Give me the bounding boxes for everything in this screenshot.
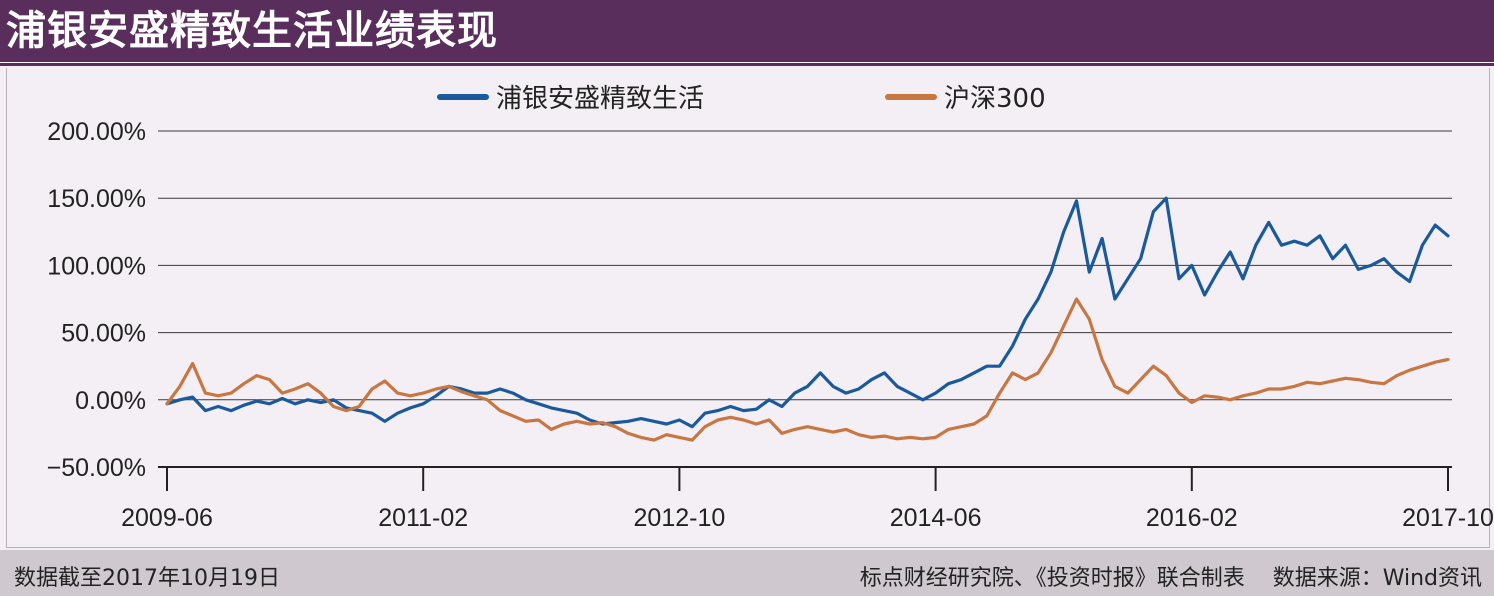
legend-label: 沪深300 [944, 84, 1046, 114]
title-bar: 浦银安盛精致生活业绩表现 [0, 0, 1494, 62]
x-tick-label: 2016-02 [1146, 504, 1238, 532]
chart-frame [6, 68, 1490, 548]
footer-bar: 数据截至2017年10月19日 标点财经研究院、《投资时报》联合制表 数据来源：… [0, 550, 1494, 596]
legend: 浦银安盛精致生活 沪深300 [437, 84, 1046, 114]
y-tick-label: 0.00% [75, 387, 146, 415]
y-tick-label: 100.00% [47, 252, 146, 280]
y-tick-label: 50.00% [61, 320, 146, 348]
series-line-fund [165, 196, 1450, 429]
legend-label: 浦银安盛精致生活 [496, 84, 704, 114]
x-tick-label: 2012-10 [634, 504, 726, 532]
axis-layer: −50.00% 0.00% 50.00% 100.00% 150.00% 200.00% 2… [47, 118, 1494, 532]
performance-chart: −50.00% 0.00% 50.00% 100.00% 150.00% 200.00% 2… [47, 84, 1494, 532]
x-tick-label: 2014-06 [890, 504, 982, 532]
y-tick-label: 150.00% [47, 185, 146, 213]
title-rule [0, 63, 1494, 66]
x-tick-label: 2009-06 [121, 504, 213, 532]
source-note: 标点财经研究院、《投资时报》联合制表 数据来源：Wind资讯 [859, 566, 1482, 591]
x-tick-label: 2017-10 [1402, 504, 1494, 532]
page-title: 浦银安盛精致生活业绩表现 [6, 8, 498, 54]
series-line-csi300 [165, 297, 1450, 442]
x-tick-label: 2011-02 [378, 504, 468, 532]
series-layer [165, 196, 1450, 442]
grid-layer [158, 130, 1452, 401]
y-tick-label: 200.00% [47, 118, 146, 146]
data-cutoff-note: 数据截至2017年10月19日 [14, 566, 280, 591]
y-tick-label: −50.00% [47, 454, 146, 482]
